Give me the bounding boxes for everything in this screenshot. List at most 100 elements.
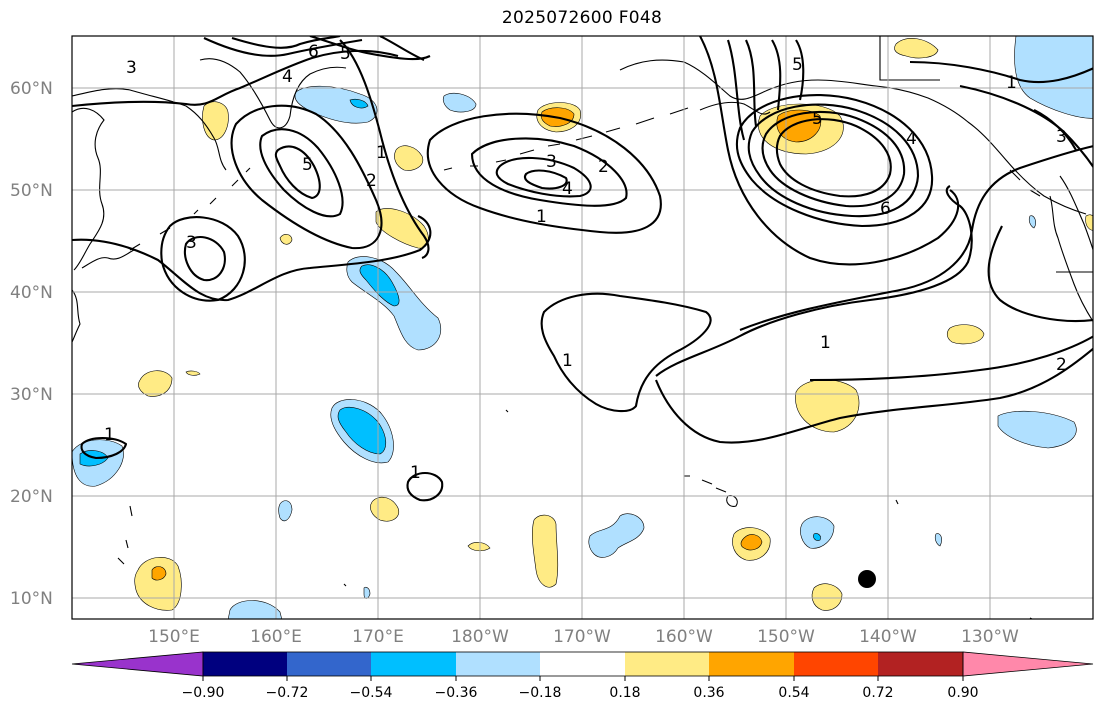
contour-line (80, 436, 128, 460)
colorbar-segment (203, 652, 287, 676)
colorbar-segment (287, 652, 371, 676)
contour-label: 1 (376, 143, 387, 163)
colorbar-tick-label: 0.54 (778, 685, 809, 701)
colorbar-tick-label: −0.72 (266, 685, 309, 701)
lon-label: 160°W (655, 627, 713, 647)
colorbar-extend-high (962, 651, 1094, 677)
contour-line (259, 128, 344, 218)
pos-anomaly-patch (134, 557, 182, 611)
lat-label: 50°N (10, 181, 53, 201)
contour-line (735, 94, 934, 228)
neg-anomaly-patch (294, 85, 378, 124)
contour-line (655, 185, 973, 377)
colorbar-tick-label: −0.36 (435, 685, 478, 701)
pos-anomaly-patch (394, 145, 424, 171)
lat-label: 40°N (10, 283, 53, 303)
contour-line (230, 104, 383, 250)
colorbar-tick-label: 0.90 (947, 685, 978, 701)
contour-label: 1 (104, 425, 115, 445)
colorbar-frame (202, 651, 964, 677)
contour-label: 3 (1056, 127, 1067, 147)
pos-anomaly-patch (532, 514, 559, 588)
contour-label-group: 3 6 5 4 5 2 1 3 4 2 1 3 5 5 4 6 1 1 2 3 … (104, 42, 1067, 483)
lat-lon-grid (72, 36, 1093, 619)
contour-label: 4 (282, 67, 293, 87)
contour-line (761, 110, 906, 208)
contour-line (72, 49, 399, 108)
colorbar-segment (878, 652, 963, 676)
lon-label: 160°E (250, 627, 302, 647)
coastline-hawaii (684, 475, 738, 507)
contour-line (809, 335, 1093, 382)
colorbar-segment (794, 652, 878, 676)
colorbar-tick-label: 0.36 (693, 685, 724, 701)
neg-anomaly-patch (934, 533, 942, 547)
contour-line (739, 145, 1093, 331)
contour-line (540, 292, 712, 413)
contour-line (909, 60, 1093, 84)
lat-label: 60°N (10, 79, 53, 99)
pos-anomaly-patch (946, 324, 985, 345)
contour-label: 2 (598, 157, 609, 177)
lon-label: 130°W (961, 627, 1019, 647)
pos-anomaly-patch (151, 566, 167, 581)
contour-label: 5 (302, 155, 313, 175)
colorbar-segment (540, 652, 625, 676)
coastline-north-america-west (1049, 175, 1093, 323)
location-marker (858, 570, 876, 588)
coastline-kuril-islands (129, 167, 251, 251)
neg-anomaly-patch (800, 516, 835, 549)
lat-label: 30°N (10, 385, 53, 405)
contour-label: 2 (1056, 355, 1067, 375)
lat-label: 20°N (10, 487, 53, 507)
map-content: 3 6 5 4 5 2 1 3 4 2 1 3 5 5 4 6 1 1 2 3 … (72, 36, 1093, 619)
map-title: 2025072600 F048 (501, 8, 663, 28)
neg-anomaly-patch (588, 513, 645, 558)
lon-label: 180°W (451, 627, 509, 647)
lon-label: 150°E (148, 627, 200, 647)
contour-label: 1 (536, 207, 547, 227)
contour-label: 1 (1006, 73, 1017, 93)
contour-label: 3 (126, 58, 137, 78)
contour-line (379, 36, 425, 61)
pos-anomaly-patch (894, 38, 939, 59)
contour-line (987, 225, 1093, 323)
colorbar-tick-label: −0.90 (182, 685, 225, 701)
colorbar-segment (371, 652, 456, 676)
contour-label: 1 (820, 333, 831, 353)
contour-line (184, 235, 226, 282)
contour-line (274, 145, 321, 200)
contour-label: 2 (366, 171, 377, 191)
lon-label: 140°W (859, 627, 917, 647)
colorbar-segment (709, 652, 794, 676)
colorbar-tick-label: −0.54 (350, 685, 393, 701)
contour-line (160, 216, 246, 302)
neg-anomaly-patch (1014, 36, 1093, 119)
colorbar-tick-label: 0.18 (609, 685, 640, 701)
contour-lines (72, 36, 1093, 502)
coastline-kamchatka (199, 58, 347, 129)
contour-line (1033, 109, 1077, 151)
contour-line (72, 215, 432, 302)
contour-line (339, 39, 430, 259)
neg-anomaly-patch (813, 533, 821, 541)
contour-label: 3 (186, 233, 197, 253)
contour-line (495, 156, 592, 198)
neg-anomaly-patch (1028, 215, 1036, 229)
neg-anomaly-patch (227, 600, 283, 619)
contour-label: 5 (812, 109, 823, 129)
contour-line (309, 36, 431, 61)
contour-line (203, 37, 363, 57)
map-frame (71, 35, 1094, 620)
contour-label: 4 (906, 129, 917, 149)
neg-anomaly-patch (278, 500, 293, 522)
neg-anomaly-patch (442, 92, 477, 113)
coastlines (72, 36, 1093, 619)
contour-line (655, 347, 1093, 444)
contour-line (231, 36, 341, 49)
contour-label: 1 (410, 463, 421, 483)
contour-line (699, 36, 960, 266)
contour-label: 4 (562, 179, 573, 199)
coastline-asia (72, 88, 227, 343)
